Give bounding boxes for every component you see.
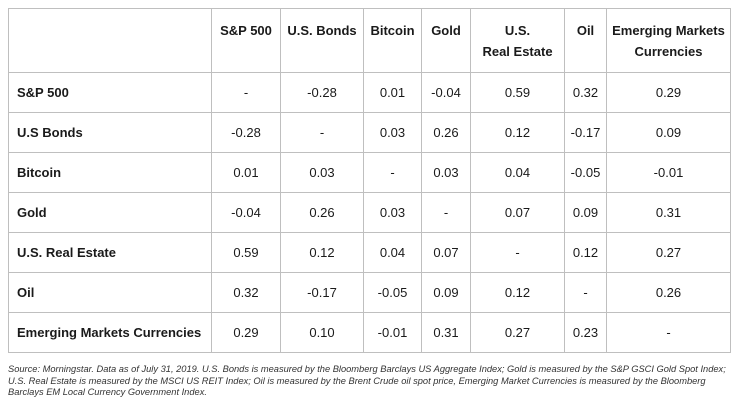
table-row: Gold -0.04 0.26 0.03-0.07 0.09 0.31 [8,192,731,233]
column-header: S&P 500 [211,8,281,73]
correlation-cell: -0.28 [211,112,281,153]
header-row: S&P 500 U.S. Bonds Bitcoin Gold U.S. Real Est… [8,8,731,73]
correlation-cell: 0.31 [606,192,731,233]
correlation-cell: 0.04 [363,232,422,273]
row-label: S&P 500 [8,72,212,113]
correlation-cell: - [421,192,471,233]
correlation-cell: - [606,312,731,353]
column-header: U.S. Real Estate [470,8,565,73]
correlation-cell: -0.17 [564,112,607,153]
table-body: S&P 500- -0.28 0.01 -0.04 0.59 0.32 0.29 U.S Bo… [8,72,731,353]
correlation-cell: 0.01 [211,152,281,193]
correlation-cell: 0.12 [564,232,607,273]
correlation-cell: 0.26 [606,272,731,313]
correlation-cell: 0.59 [470,72,565,113]
column-header: Bitcoin [363,8,422,73]
correlation-cell: -0.28 [280,72,364,113]
correlation-cell: - [363,152,422,193]
correlation-cell: - [280,112,364,153]
correlation-cell: 0.31 [421,312,471,353]
correlation-cell: -0.05 [564,152,607,193]
correlation-cell: -0.01 [606,152,731,193]
correlation-cell: 0.09 [606,112,731,153]
correlation-cell: 0.29 [606,72,731,113]
row-label: U.S. Real Estate [8,232,212,273]
correlation-cell: 0.23 [564,312,607,353]
correlation-cell: 0.12 [280,232,364,273]
correlation-cell: 0.03 [421,152,471,193]
source-note: Source: Morningstar. Data as of July 31,… [8,364,726,397]
table-row: Bitcoin 0.01 0.03-0.03 0.04 -0.05 -0.01 [8,152,731,193]
correlation-cell: 0.04 [470,152,565,193]
correlation-cell: 0.03 [363,192,422,233]
correlation-cell: 0.32 [211,272,281,313]
column-header: Emerging Markets Currencies [606,8,731,73]
table-row: S&P 500- -0.28 0.01 -0.04 0.59 0.32 0.29 [8,72,731,113]
correlation-cell: 0.01 [363,72,422,113]
correlation-cell: 0.03 [363,112,422,153]
correlation-cell: 0.32 [564,72,607,113]
correlation-cell: - [564,272,607,313]
row-label: U.S Bonds [8,112,212,153]
correlation-cell: 0.09 [421,272,471,313]
correlation-cell: -0.04 [421,72,471,113]
correlation-cell: - [211,72,281,113]
correlation-cell: 0.59 [211,232,281,273]
table-row: Emerging Markets Currencies 0.29 0.10 -0.01… [8,312,731,353]
row-label: Gold [8,192,212,233]
correlation-cell: 0.12 [470,272,565,313]
column-header: U.S. Bonds [280,8,364,73]
header-corner-cell [8,8,212,73]
correlation-cell: 0.26 [280,192,364,233]
table-row: Oil 0.32 -0.17 -0.05 0.09 0.12-0.26 [8,272,731,313]
correlation-cell: 0.09 [564,192,607,233]
table-row: U.S Bonds -0.28-0.03 0.26 0.12 -0.17 0.09 [8,112,731,153]
correlation-cell: 0.03 [280,152,364,193]
correlation-cell: 0.29 [211,312,281,353]
row-label: Bitcoin [8,152,212,193]
table-header: S&P 500 U.S. Bonds Bitcoin Gold U.S. Real Est… [8,8,731,73]
correlation-cell: -0.04 [211,192,281,233]
correlation-cell: 0.07 [470,192,565,233]
table-row: U.S. Real Estate 0.59 0.12 0.04 0.07-0.12 0.2… [8,232,731,273]
correlation-cell: 0.12 [470,112,565,153]
correlation-cell: -0.05 [363,272,422,313]
row-label: Oil [8,272,212,313]
correlation-table: S&P 500 U.S. Bonds Bitcoin Gold U.S. Real Est… [8,8,731,353]
correlation-cell: 0.27 [606,232,731,273]
correlation-cell: -0.17 [280,272,364,313]
correlation-cell: -0.01 [363,312,422,353]
correlation-cell: 0.10 [280,312,364,353]
row-label: Emerging Markets Currencies [8,312,212,353]
column-header: Oil [564,8,607,73]
correlation-cell: - [470,232,565,273]
correlation-cell: 0.07 [421,232,471,273]
correlation-cell: 0.26 [421,112,471,153]
correlation-cell: 0.27 [470,312,565,353]
column-header: Gold [421,8,471,73]
